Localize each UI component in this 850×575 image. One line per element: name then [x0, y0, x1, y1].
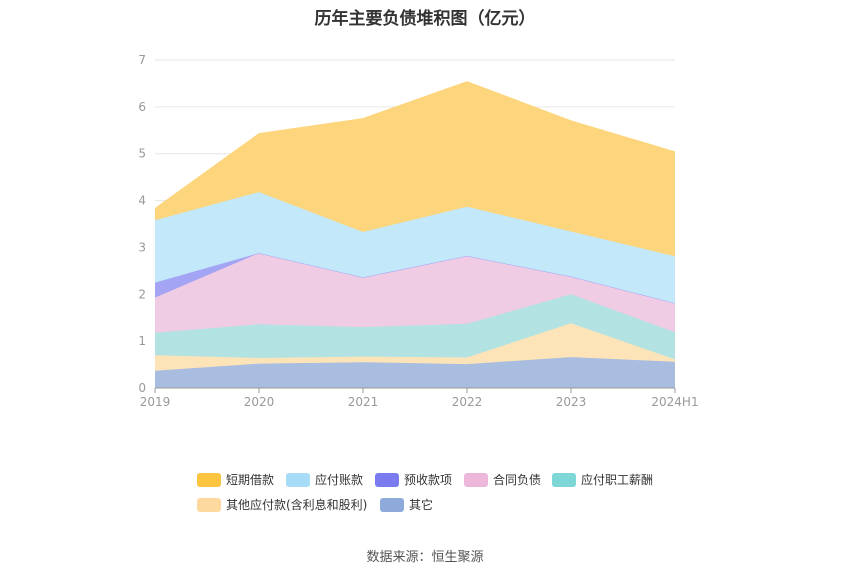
legend-swatch [380, 497, 404, 512]
legend-label: 其他应付款(含利息和股利) [226, 498, 368, 512]
legend-swatch [464, 472, 488, 487]
y-tick-label: 3 [138, 240, 146, 254]
legend-item[interactable]: 应付账款 [286, 471, 363, 488]
legend-label: 应付职工薪酬 [581, 473, 654, 487]
legend-label: 应付账款 [315, 473, 364, 487]
x-tick-label: 2023 [556, 395, 587, 409]
y-tick-label: 1 [138, 334, 146, 348]
legend-item[interactable]: 合同负债 [464, 471, 541, 488]
area-其它 [155, 357, 675, 388]
legend-label: 其它 [409, 498, 434, 512]
y-tick-label: 6 [138, 100, 146, 114]
x-tick-label: 2021 [348, 395, 379, 409]
area-series [154, 81, 676, 388]
legend-swatch [286, 472, 310, 487]
legend-label: 短期借款 [226, 473, 275, 487]
area-合同负债 [155, 253, 675, 333]
y-tick-label: 7 [138, 53, 146, 67]
chart-title: 历年主要负债堆积图（亿元） [314, 9, 536, 29]
legend-item[interactable]: 应付职工薪酬 [552, 471, 653, 488]
area-应付账款 [155, 192, 675, 304]
legend-item[interactable]: 短期借款 [197, 471, 274, 488]
y-tick-label: 4 [138, 194, 146, 208]
legend-item[interactable]: 其它 [380, 496, 433, 513]
x-tick-label: 2024H1 [651, 395, 698, 409]
series-line-短期借款 [154, 81, 676, 209]
axes: 0 1 2 3 4 5 6 7 2019 2020 2021 2022 2023 2024H1 [138, 53, 698, 409]
legend-swatch [375, 472, 399, 487]
x-tick-label: 2019 [140, 395, 171, 409]
legend-label: 预收款项 [404, 473, 453, 487]
x-tick-label: 2020 [244, 395, 275, 409]
legend-swatch [197, 472, 221, 487]
series-line-应付职工薪酬 [154, 293, 676, 334]
area-短期借款 [155, 81, 675, 257]
legend-swatch [197, 497, 221, 512]
x-tick-label: 2022 [452, 395, 483, 409]
area-其他应付款(含利息和股利) [155, 323, 675, 371]
legend-label: 合同负债 [493, 473, 542, 487]
y-tick-label: 5 [138, 147, 146, 161]
y-tick-label: 2 [138, 287, 146, 301]
data-source-note: 数据来源：恒生聚源 [366, 550, 484, 565]
y-tick-label: 0 [138, 381, 146, 395]
legend-item[interactable]: 预收款项 [375, 471, 452, 488]
legend-item[interactable]: 其他应付款(含利息和股利) [197, 496, 367, 513]
area-应付职工薪酬 [155, 294, 675, 360]
legend-swatch [552, 472, 576, 487]
